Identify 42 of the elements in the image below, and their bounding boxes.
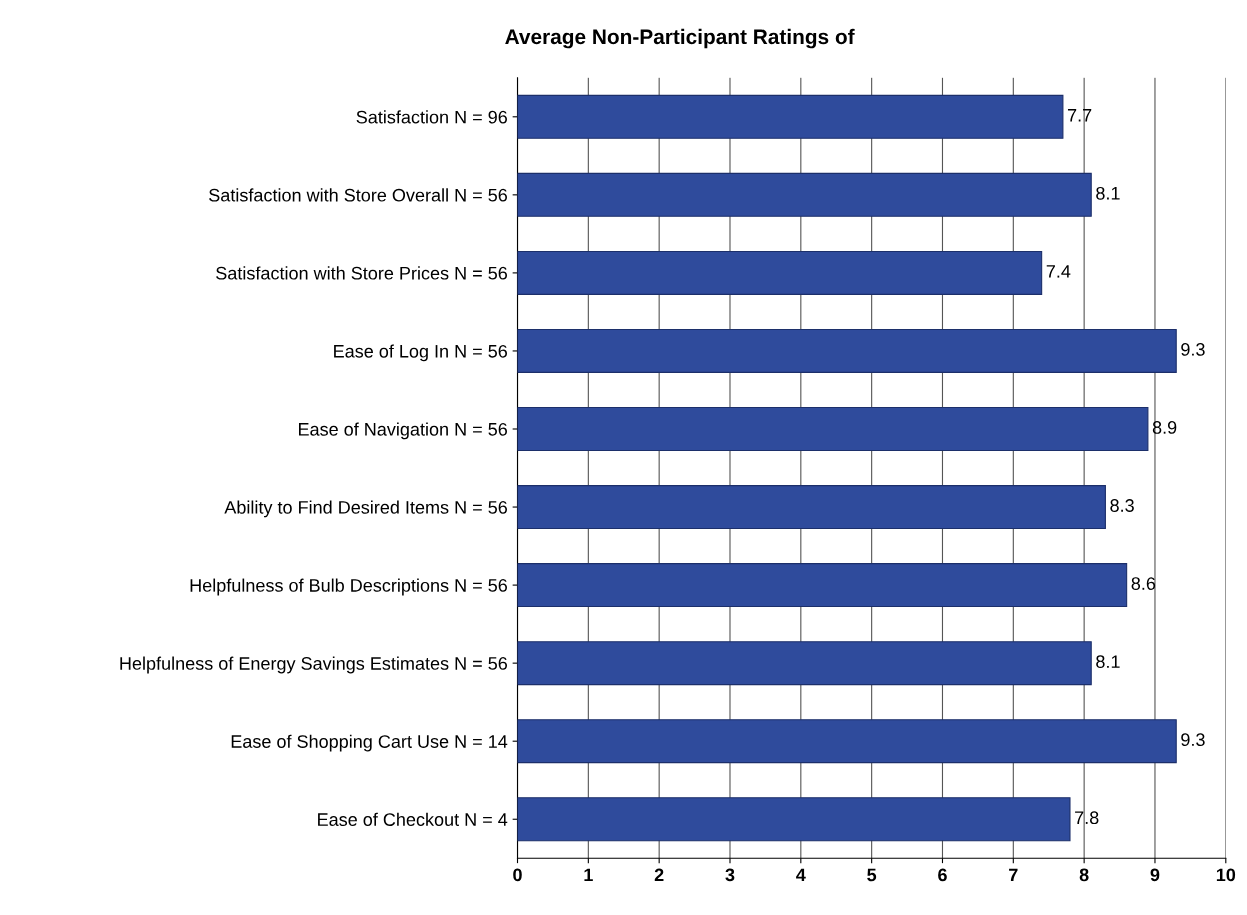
x-tick-label: 4 [796,868,806,882]
bar [517,641,1092,686]
data-label: 8.1 [1096,186,1120,200]
data-label: 9.3 [1181,733,1205,747]
y-tick-label: Helpfulness of Bulb Descriptions N = 56 [190,578,507,596]
data-label: 7.8 [1075,811,1099,825]
bar [517,406,1149,452]
x-tick-label: 3 [725,868,735,882]
data-label: 9.3 [1181,343,1205,356]
x-tick-label: 5 [867,868,877,882]
y-tick-label: Satisfaction with Store Overall N = 56 [209,188,507,202]
y-tick-label: Ease of Log In N = 56 [334,344,507,362]
y-tick-label: Satisfaction with Store Prices N = 56 [216,266,507,280]
x-tick-label: 10 [1216,868,1236,882]
data-label: 7.7 [1067,109,1092,122]
bar [517,797,1071,842]
x-tick-label: 0 [513,868,522,882]
bar [517,328,1177,373]
data-label: 8.1 [1096,655,1120,668]
y-tick-label: Ability to Find Desired Items N = 56 [224,500,507,518]
x-tick-label: 1 [584,868,593,882]
bar [517,563,1128,608]
bar [517,172,1092,217]
x-tick-label: 9 [1150,868,1160,882]
data-label: 8.9 [1152,421,1177,434]
y-tick-label: Satisfaction N = 96 [356,110,507,124]
bar [517,94,1064,139]
x-tick-label: 6 [938,868,947,882]
x-tick-label: 8 [1079,868,1089,882]
data-label: 7.4 [1046,265,1071,278]
data-label: 8.3 [1110,499,1134,512]
chart-title: Average Non-Participant Ratings of [505,28,855,49]
bar [517,250,1043,295]
x-tick-label: 7 [1009,868,1018,882]
bar [517,485,1106,530]
y-tick-label: Helpfulness of Energy Savings Estimates N = 56 [120,656,508,674]
y-tick-label: Ease of Navigation N = 56 [299,422,507,440]
y-tick-label: Ease of Shopping Cart Use N = 14 [231,734,508,752]
data-label: 8.6 [1131,577,1156,590]
y-tick-label: Ease of Checkout N = 4 [318,812,508,826]
bar [517,719,1177,764]
x-tick-label: 2 [654,868,664,882]
